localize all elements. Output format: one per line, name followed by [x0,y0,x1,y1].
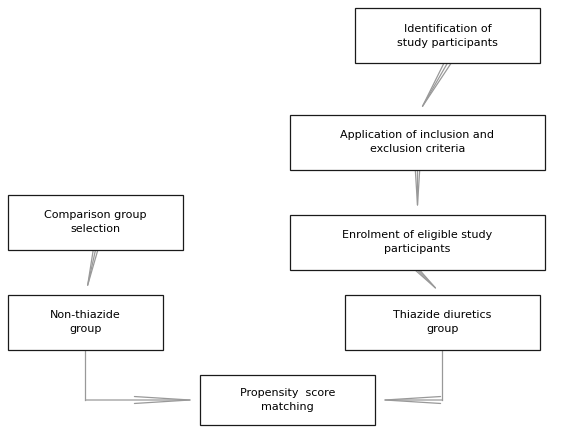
Bar [355,8,540,63]
Text: Non-thiazide
group: Non-thiazide group [50,311,121,334]
Text: Propensity  score
matching: Propensity score matching [240,388,335,412]
Text: Enrolment of eligible study
participants: Enrolment of eligible study participants [343,231,493,254]
Bar [8,195,183,250]
Bar [8,295,163,350]
Text: Identification of
study participants: Identification of study participants [397,23,498,48]
Text: Comparison group
selection: Comparison group selection [44,210,147,235]
Bar [290,215,545,270]
Text: Thiazide diuretics
group: Thiazide diuretics group [393,311,492,334]
Text: Application of inclusion and
exclusion criteria: Application of inclusion and exclusion c… [340,130,494,155]
Bar [290,115,545,170]
Bar [200,375,375,425]
Bar [345,295,540,350]
